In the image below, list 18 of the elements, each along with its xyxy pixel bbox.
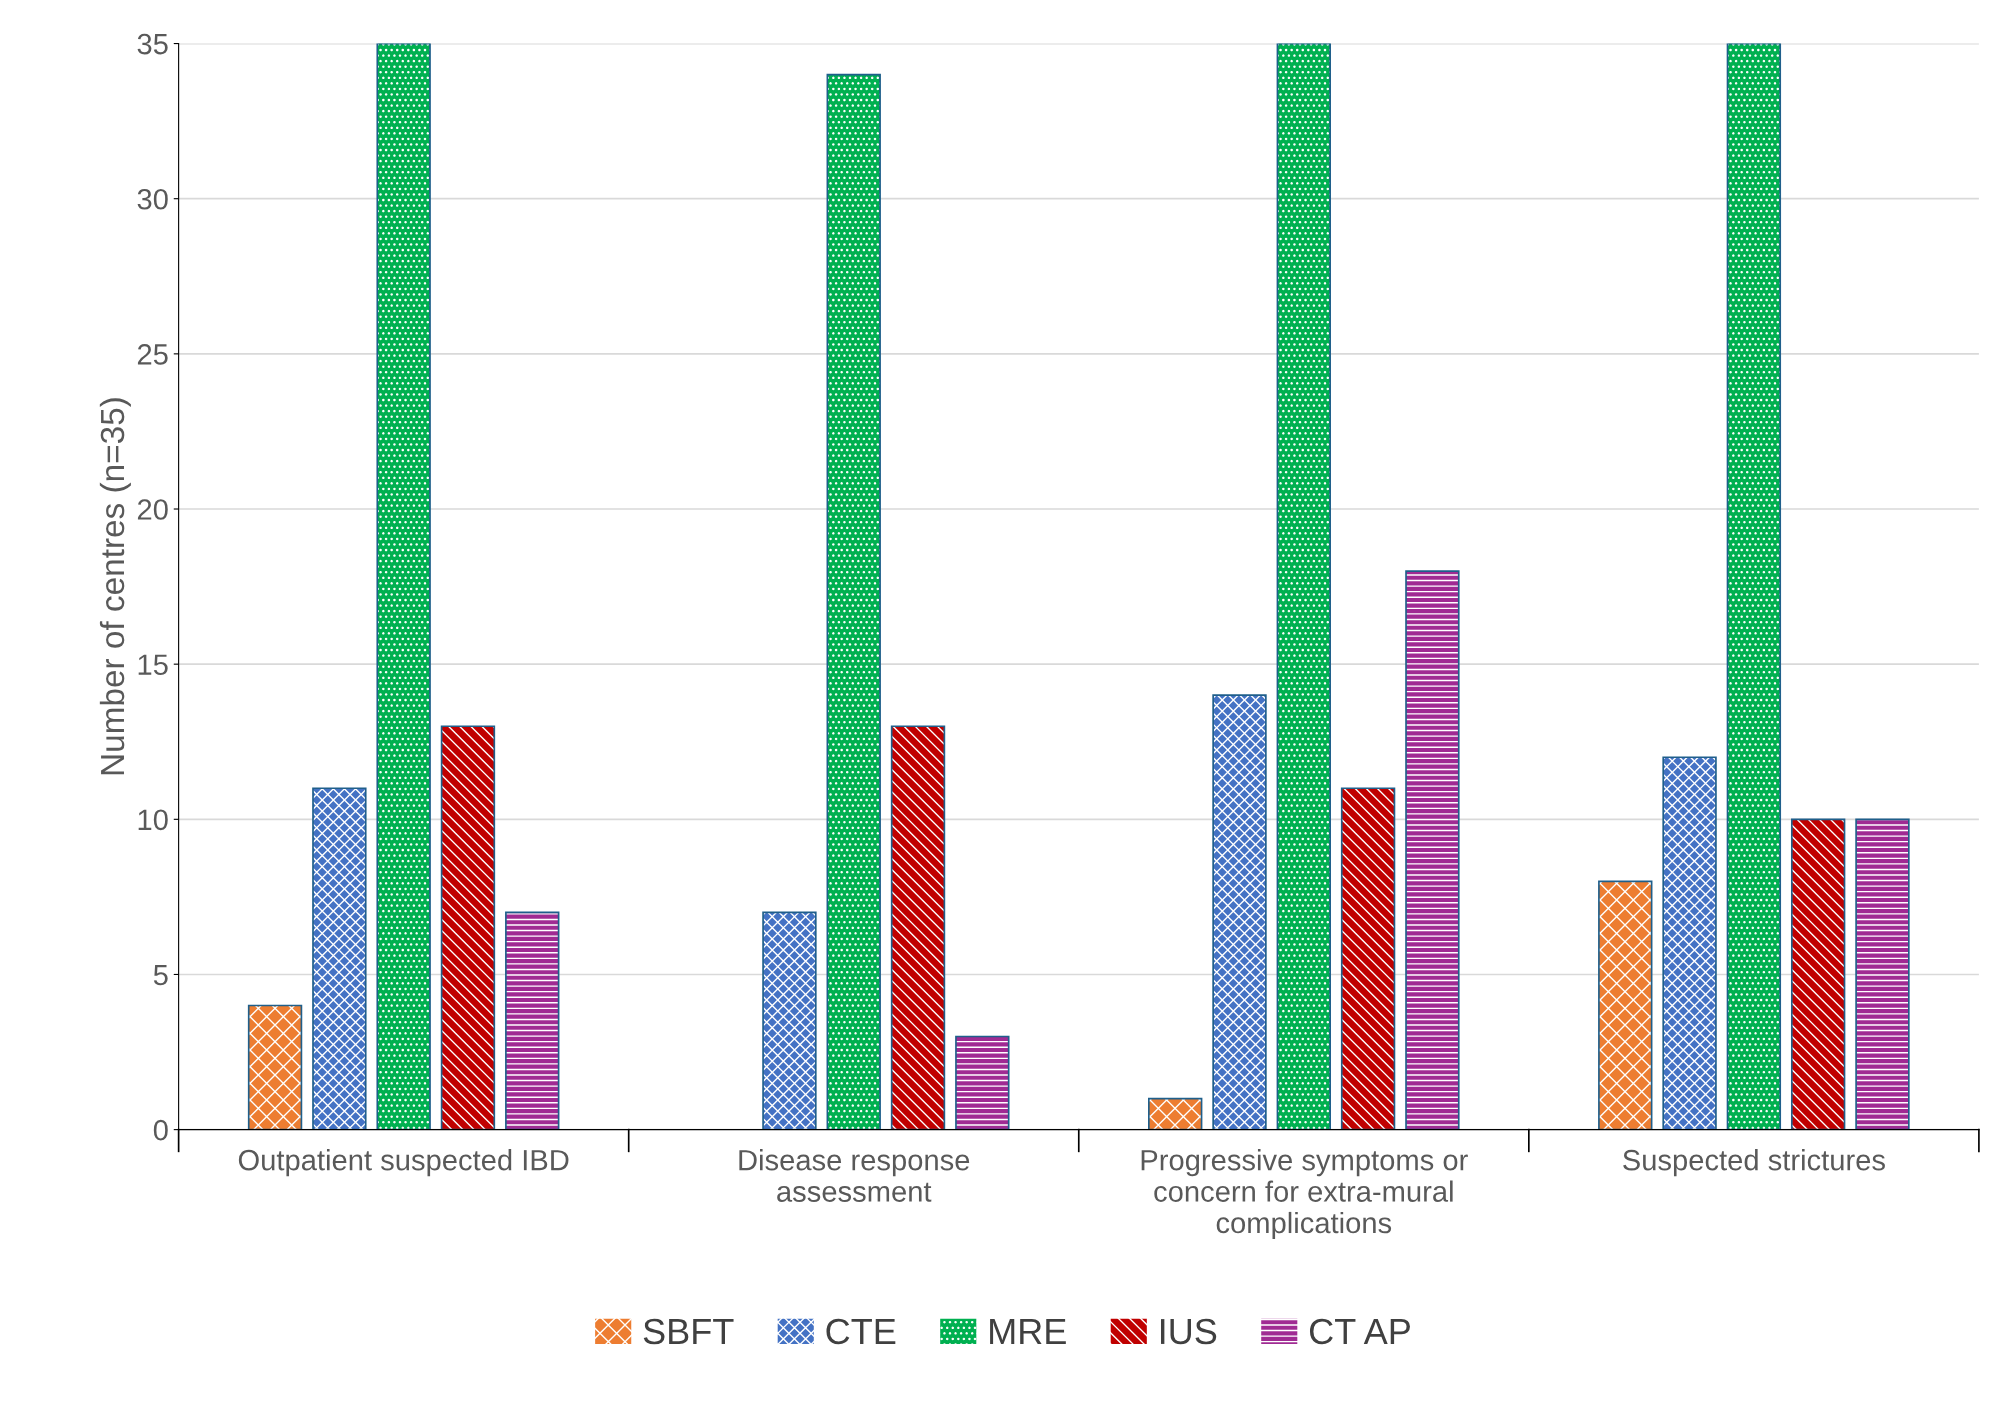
legend-label: CT AP — [1309, 1318, 1410, 1345]
y-tick-label: 30 — [137, 188, 168, 210]
x-tick-label: Disease response assessment — [739, 1149, 970, 1202]
y-tick-label: 15 — [138, 654, 168, 676]
y-tick-label: 25 — [137, 344, 168, 365]
legend-label: IUS — [1161, 1318, 1217, 1345]
x-tick-label: Progressive symptoms or concern for extra-mural complications — [1141, 1149, 1468, 1240]
y-tick-label: 35 — [137, 33, 168, 55]
legend-label: MRE — [990, 1319, 1066, 1344]
y-tick-label: 5 — [153, 964, 168, 986]
y-tick-label: 0 — [153, 1119, 168, 1141]
x-tick-label: Suspected strictures — [1623, 1149, 1885, 1177]
y-tick-label: 20 — [137, 499, 168, 520]
y-axis-title: Number of centres (n=35) — [99, 398, 131, 775]
legend-label: SBFT — [643, 1318, 734, 1345]
x-tick-label: Outpatient suspected IBD — [238, 1149, 569, 1177]
y-tick-label: 10 — [138, 809, 168, 831]
legend-label: CTE — [826, 1318, 896, 1345]
